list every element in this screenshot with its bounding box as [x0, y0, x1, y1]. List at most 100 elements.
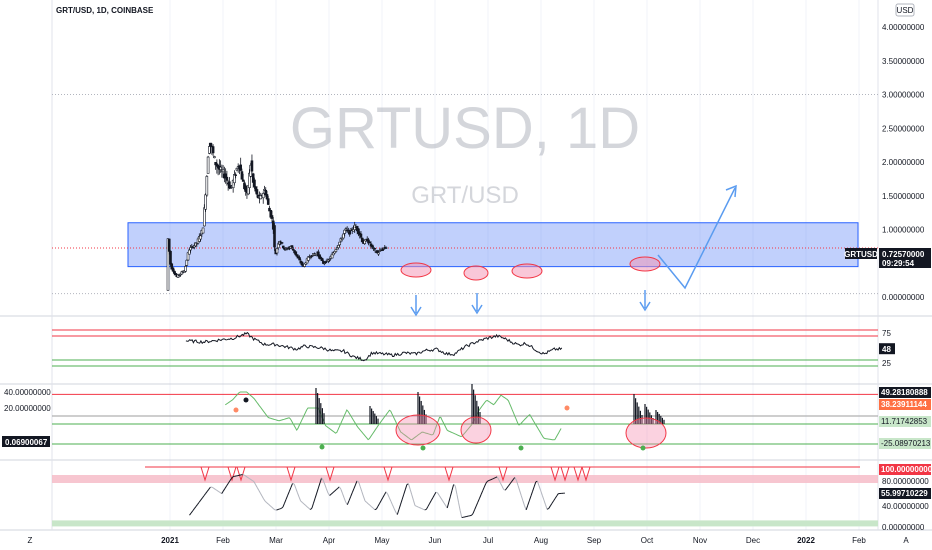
stoch-line-segment	[454, 486, 458, 495]
stoch-line-segment	[322, 479, 326, 485]
symbol-tag	[845, 248, 877, 259]
stoch-line-segment	[522, 500, 526, 507]
candle-body	[337, 244, 340, 248]
candle-body	[205, 176, 209, 196]
stoch-line-segment	[504, 487, 508, 491]
stoch-line-segment	[451, 484, 455, 491]
stoch-line-segment	[380, 497, 384, 501]
stoch-line-segment	[443, 502, 447, 506]
stoch-line-segment	[311, 502, 315, 509]
stoch-line-segment	[284, 499, 287, 504]
stoch-line-segment	[456, 494, 460, 503]
stoch-line-segment	[437, 492, 440, 496]
stoch-line-segment	[200, 497, 203, 501]
stoch-line-segment	[546, 508, 549, 510]
stoch-line-segment	[335, 487, 339, 491]
stoch-signal-notch	[444, 466, 454, 482]
stoch-line-segment	[314, 492, 318, 499]
osc-highlight-ellipse	[460, 416, 492, 444]
stoch-line-segment	[387, 493, 390, 498]
stoch-line-segment	[408, 483, 411, 490]
stoch-line-segment	[551, 500, 554, 504]
stoch-line-segment	[308, 507, 311, 510]
arrow-down-icon	[410, 295, 422, 317]
y-tick-label: 1.50000000	[882, 192, 925, 201]
candle-body	[204, 194, 207, 210]
bottom-highlight-ellipse	[629, 256, 661, 272]
y-tick-label: 2.50000000	[882, 124, 925, 133]
stoch-line-segment	[218, 491, 221, 493]
stoch-line-segment	[532, 486, 535, 492]
candle-body	[298, 257, 301, 261]
stoch-line-segment	[285, 495, 289, 500]
stoch-line-segment	[525, 505, 529, 511]
stoch-line-segment	[222, 488, 226, 492]
stoch-line-segment	[490, 478, 493, 481]
stoch-line-segment	[269, 505, 272, 508]
candle-body	[370, 244, 374, 248]
stoch-line-segment	[288, 487, 292, 492]
candle-body	[275, 248, 279, 254]
stoch-line-segment	[427, 503, 430, 507]
stoch-line-segment	[351, 488, 355, 494]
stoch-line-segment	[298, 496, 302, 502]
candle-body	[338, 241, 341, 246]
stoch-line-segment	[448, 495, 451, 503]
stoch-line-segment	[514, 477, 517, 481]
stoch-signal-notch	[236, 466, 246, 482]
stoch-line-segment	[385, 491, 389, 495]
stoch-line-segment	[290, 483, 294, 488]
osc-extreme-dot	[233, 407, 239, 413]
stoch-line-segment	[371, 506, 374, 509]
osc-value-tag	[879, 387, 931, 398]
x-tick-label: Dec	[746, 536, 760, 545]
stoch-line-segment	[276, 509, 279, 511]
stoch-value-tag	[879, 464, 931, 475]
stoch-line-segment	[203, 493, 206, 497]
stoch-value-label: 100.00000000	[881, 465, 932, 474]
candle-body	[295, 254, 299, 257]
stoch-line-segment	[516, 480, 519, 486]
osc-highlight-ellipse	[625, 417, 667, 449]
osc-value-label: 49.28180888	[881, 388, 928, 397]
currency-button[interactable]	[895, 3, 915, 17]
stoch-line-segment	[506, 485, 509, 489]
stoch-line-segment	[317, 482, 321, 489]
stoch-line-segment	[329, 493, 332, 496]
stoch-line-segment	[206, 488, 210, 492]
stoch-line-segment	[496, 476, 500, 480]
stoch-line-segment	[359, 486, 363, 492]
stoch-line-segment	[287, 491, 290, 496]
stoch-line-segment	[364, 500, 368, 503]
stoch-line-segment	[485, 480, 488, 484]
stoch-line-segment	[382, 494, 385, 498]
stoch-line-segment	[268, 503, 271, 506]
stoch-signal-notch	[227, 466, 237, 482]
osc-value-label: 11.71742853	[881, 417, 928, 426]
stoch-line-segment	[404, 484, 408, 490]
chart-title: GRT/USD, 1D, COINBASE	[56, 6, 154, 15]
arrow-up-icon	[725, 184, 737, 198]
stoch-line-segment	[211, 486, 214, 489]
stoch-line-segment	[356, 480, 359, 483]
stoch-line-segment	[392, 504, 395, 509]
y-tick-label: 3.50000000	[882, 57, 925, 66]
stoch-line-segment	[367, 503, 371, 506]
candle-body	[290, 245, 294, 248]
x-tick-label: Mar	[269, 536, 283, 545]
stoch-line-segment	[393, 508, 397, 513]
osc-value-tag	[879, 438, 931, 449]
stoch-line-segment	[533, 481, 537, 487]
watermark-main: GRTUSD, 1D	[290, 96, 640, 161]
stoch-line-segment	[398, 504, 401, 510]
stoch-line-segment	[414, 505, 417, 507]
osc-value-tag	[879, 399, 931, 410]
y-tick-label: 4.00000000	[882, 23, 925, 32]
stoch-line-segment	[418, 506, 421, 509]
stoch-line-segment	[354, 480, 358, 486]
stoch-line-segment	[334, 489, 337, 492]
osc-left-tick: 20.00000000	[4, 404, 51, 413]
stoch-line-segment	[342, 493, 345, 499]
stoch-line-segment	[401, 494, 405, 500]
